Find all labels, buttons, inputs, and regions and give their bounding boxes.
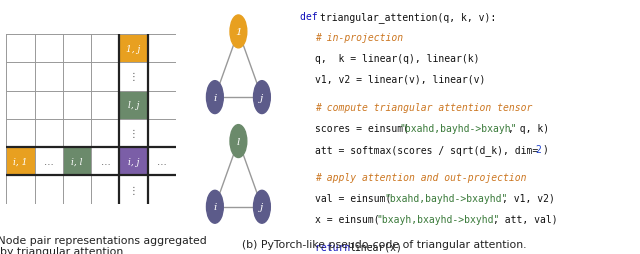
Text: 1, j: 1, j: [127, 44, 141, 54]
Text: i, 1: i, 1: [13, 157, 28, 166]
Bar: [120, 35, 148, 63]
Text: # compute triangular attention tensor: # compute triangular attention tensor: [315, 103, 532, 113]
Circle shape: [253, 81, 270, 114]
Bar: [6, 148, 35, 176]
Text: ⋮: ⋮: [129, 72, 138, 82]
Text: ...: ...: [232, 118, 244, 131]
Text: 2: 2: [535, 144, 541, 154]
Text: # in-projection: # in-projection: [315, 33, 403, 43]
Text: , v1, v2): , v1, v2): [502, 193, 554, 203]
Text: "bxahd,bayhd->bxayh": "bxahd,bayhd->bxayh": [399, 123, 516, 133]
Text: ): ): [542, 144, 548, 154]
Text: (b) PyTorch-like pseudo-code of triangular attention.: (b) PyTorch-like pseudo-code of triangul…: [242, 239, 526, 249]
Circle shape: [230, 125, 247, 158]
Text: q,  k = linear(q), linear(k): q, k = linear(q), linear(k): [315, 54, 479, 64]
Text: j: j: [260, 93, 264, 102]
Text: i: i: [213, 93, 216, 102]
Bar: [63, 148, 92, 176]
Circle shape: [253, 190, 270, 223]
Text: i, j: i, j: [128, 157, 140, 166]
Text: l: l: [237, 137, 240, 146]
Text: triangular_attention(q, k, v):: triangular_attention(q, k, v):: [321, 12, 497, 23]
Text: # apply attention and out-projection: # apply attention and out-projection: [315, 172, 526, 182]
Text: , att, val): , att, val): [493, 214, 558, 224]
Text: def: def: [300, 12, 323, 22]
Text: i, l: i, l: [71, 157, 83, 166]
Circle shape: [207, 81, 223, 114]
Text: …: …: [100, 157, 110, 167]
Text: j: j: [260, 202, 264, 211]
Bar: [120, 148, 148, 176]
Text: return: return: [315, 242, 356, 252]
Text: linear(x): linear(x): [349, 242, 403, 252]
Text: att = softmax(scores / sqrt(d_k), dim=: att = softmax(scores / sqrt(d_k), dim=: [315, 144, 538, 155]
Text: scores = einsum(: scores = einsum(: [315, 123, 409, 133]
Circle shape: [230, 16, 247, 49]
Text: "bxayh,bxayhd->bxyhd": "bxayh,bxayhd->bxyhd": [376, 214, 499, 224]
Text: (a) Node pair representations aggregated
      by triangular attention.: (a) Node pair representations aggregated…: [0, 235, 207, 254]
Text: , q, k): , q, k): [508, 123, 550, 133]
Bar: [120, 91, 148, 119]
Text: ⋮: ⋮: [129, 185, 138, 195]
Text: ⋮: ⋮: [129, 129, 138, 138]
Text: "bxahd,bayhd->bxayhd": "bxahd,bayhd->bxayhd": [384, 193, 508, 203]
Circle shape: [207, 190, 223, 223]
Text: …: …: [44, 157, 54, 167]
Text: l, j: l, j: [128, 101, 140, 110]
Text: …: …: [157, 157, 167, 167]
Text: x = einsum(: x = einsum(: [315, 214, 380, 224]
Text: val = einsum(: val = einsum(: [315, 193, 391, 203]
Text: v1, v2 = linear(v), linear(v): v1, v2 = linear(v), linear(v): [315, 74, 485, 85]
Text: i: i: [213, 202, 216, 211]
Text: 1: 1: [235, 28, 242, 37]
